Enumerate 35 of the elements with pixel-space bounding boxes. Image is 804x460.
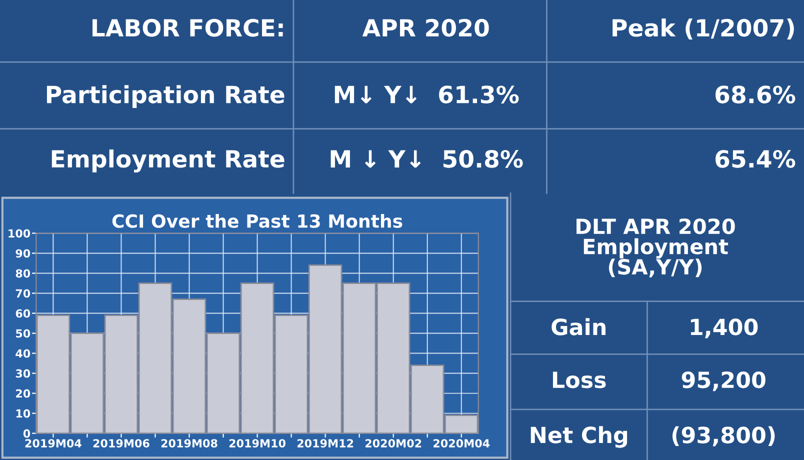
- chart-title: CCI Over the Past 13 Months: [112, 214, 402, 228]
- x-tick-label: 2019M06: [93, 439, 150, 448]
- text: 65.4%: [716, 150, 796, 168]
- text: 95,200: [682, 371, 766, 392]
- y-tick-label: 90: [16, 249, 30, 258]
- y-tick-label: 20: [16, 389, 30, 398]
- text: Peak (1/2007): [612, 18, 794, 40]
- x-tick-label: 2019M08: [161, 439, 218, 448]
- y-tick-label: 0: [23, 429, 30, 438]
- text: M↓ Y↓ 61.3%: [334, 86, 519, 104]
- text: DLT APR 2020 Employment (SA,Y/Y): [576, 218, 735, 278]
- text: Loss: [552, 372, 606, 388]
- y-tick-label: 10: [16, 409, 30, 418]
- text: Participation Rate: [46, 85, 284, 108]
- text: Gain: [552, 318, 606, 336]
- y-tick-label: 30: [16, 369, 30, 378]
- text: (93,800): [672, 426, 775, 446]
- text: M ↓ Y↓ 50.8%: [330, 150, 523, 168]
- text: 68.6%: [716, 86, 796, 104]
- y-tick-label: 100: [8, 229, 30, 238]
- text: LABOR FORCE:: [92, 18, 283, 37]
- x-tick-label: 2019M12: [297, 439, 354, 448]
- x-tick-label: 2019M04: [25, 439, 82, 448]
- x-tick-label: 2020M04: [434, 439, 490, 448]
- y-tick-label: 80: [16, 269, 30, 278]
- y-tick-label: 50: [16, 329, 30, 338]
- text: Net Chg: [530, 426, 628, 448]
- x-tick-label: 2020M02: [366, 439, 422, 448]
- y-tick-label: 40: [16, 349, 30, 358]
- x-tick-label: 2019M10: [229, 439, 286, 448]
- text: APR 2020: [362, 18, 489, 37]
- text: Employment Rate: [52, 149, 284, 173]
- y-tick-label: 70: [16, 289, 30, 298]
- text: 1,400: [690, 318, 758, 338]
- y-tick-label: 60: [16, 309, 30, 318]
